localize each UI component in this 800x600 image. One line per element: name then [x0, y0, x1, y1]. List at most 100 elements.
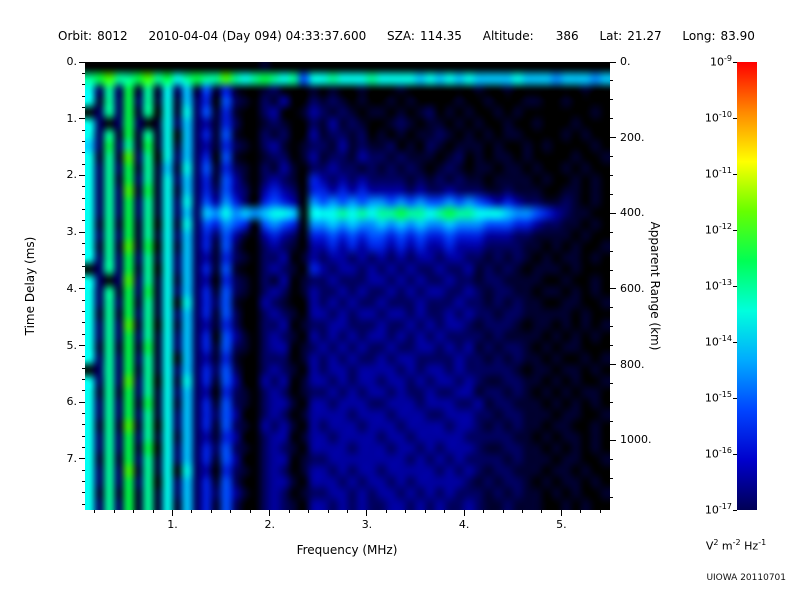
orbit-label: Orbit: [58, 29, 93, 43]
sza-field: SZA: 114.35 [387, 29, 462, 43]
y-axis-tick [79, 231, 85, 233]
x-axis-tick-label: 5. [556, 518, 567, 531]
y-axis-tick-label: 1. [66, 111, 78, 125]
y-axis-minor-tick [82, 390, 85, 392]
x-axis-minor-tick [113, 510, 115, 513]
y-axis-tick-label: 7. [66, 451, 78, 465]
colorbar-tick-label: 10-9 [710, 54, 732, 69]
right-axis-tick [610, 212, 616, 214]
y-axis-minor-tick [82, 140, 85, 142]
x-axis-tick-label: 4. [458, 518, 470, 531]
y-axis-tick [79, 401, 85, 403]
y-axis-minor-tick [82, 129, 85, 131]
x-axis-tick [366, 510, 368, 516]
colorbar-tick-label: 10-15 [704, 390, 732, 405]
colorbar-tick-label: 10-11 [704, 166, 732, 181]
colorbar-tick [733, 61, 737, 63]
y-axis-minor-tick [82, 469, 85, 471]
right-axis-minor-tick [610, 118, 613, 120]
x-axis-minor-tick [424, 510, 426, 513]
colorbar-tick [733, 173, 737, 175]
long-field: Long: 83.90 [682, 29, 754, 43]
right-axis-minor-tick [610, 496, 613, 498]
y-axis-minor-tick [82, 72, 85, 74]
right-axis-minor-tick [610, 420, 613, 422]
y-axis-minor-tick [82, 242, 85, 244]
x-axis-minor-tick [522, 510, 523, 513]
x-axis-tick-label: 2. [264, 518, 275, 531]
x-axis-minor-tick [580, 510, 582, 513]
right-axis-tick [610, 364, 616, 366]
y-axis-minor-tick [82, 311, 85, 313]
orbit-value: 8012 [97, 29, 128, 43]
x-axis-minor-tick [94, 510, 96, 513]
colorbar-tick-label: 10-10 [704, 110, 732, 125]
x-axis-tick [463, 510, 465, 516]
colorbar-tick-label: 10-17 [704, 502, 732, 517]
x-axis-minor-tick [599, 510, 601, 513]
altitude-field: Altitude: 386 [483, 29, 579, 43]
orbit-field: Orbit: 8012 [58, 29, 128, 43]
header-info: Orbit: 8012 2010-04-04 (Day 094) 04:33:37… [58, 29, 772, 43]
y-axis-minor-tick [82, 208, 85, 210]
y-axis-minor-tick [82, 152, 85, 154]
x-axis-minor-tick [541, 510, 543, 513]
y-axis-minor-tick [82, 503, 85, 505]
x-axis-minor-tick [191, 510, 193, 513]
y-axis-tick [79, 345, 85, 347]
lat-field: Lat: 21.27 [599, 29, 661, 43]
long-value: 83.90 [720, 29, 755, 43]
right-axis-tick-label: 0. [620, 55, 631, 68]
y-axis-minor-tick [82, 254, 85, 256]
right-axis-minor-tick [610, 99, 613, 101]
y-axis-minor-tick [82, 197, 85, 199]
y-axis-minor-tick [82, 379, 85, 381]
y-axis-tick [79, 288, 85, 290]
y-axis-minor-tick [82, 413, 85, 415]
y-axis-tick [79, 118, 85, 120]
x-axis-minor-tick [385, 510, 387, 513]
y-axis-minor-tick [82, 276, 85, 278]
right-axis-tick-label: 200. [620, 130, 645, 144]
y-axis-tick [79, 174, 85, 176]
right-axis-minor-tick [610, 326, 613, 328]
y-axis-minor-tick [82, 106, 85, 108]
lat-label: Lat: [599, 29, 623, 43]
colorbar-tick-label: 10-13 [704, 278, 732, 293]
y-axis-minor-tick [82, 356, 85, 358]
right-axis-tick-label: 400. [620, 206, 645, 220]
spectrogram-canvas [85, 62, 610, 510]
right-axis-minor-tick [610, 193, 613, 195]
right-axis-minor-tick [610, 477, 613, 479]
colorbar-tick [733, 285, 737, 287]
right-axis-tick [610, 137, 616, 139]
x-axis-minor-tick [327, 510, 329, 513]
y-axis-tick-label: 6. [66, 395, 78, 409]
y-axis-minor-tick [82, 299, 85, 301]
y-axis-tick-label: 0. [66, 55, 78, 68]
right-axis-tick [610, 439, 616, 441]
y-axis-minor-tick [82, 163, 85, 165]
y-axis-minor-tick [82, 424, 85, 426]
y-axis-tick-label: 4. [66, 281, 78, 295]
y-axis-minor-tick [82, 186, 85, 188]
right-axis-tick-label: 800. [620, 357, 645, 371]
colorbar-tick [733, 341, 737, 343]
right-axis-minor-tick [610, 458, 613, 460]
x-axis-minor-tick [230, 510, 232, 513]
x-axis-minor-tick [405, 510, 407, 513]
x-axis-minor-tick [444, 510, 446, 513]
y-axis-tick [79, 61, 85, 63]
colorbar [737, 62, 757, 510]
x-axis-minor-tick [308, 510, 310, 513]
x-axis-tick [560, 510, 562, 516]
x-axis-minor-tick [288, 510, 290, 513]
colorbar-tick [733, 117, 737, 119]
x-axis-minor-tick [152, 510, 154, 513]
right-axis-minor-tick [610, 174, 613, 176]
y-axis-tick-label: 5. [66, 338, 78, 352]
right-axis-minor-tick [610, 250, 613, 252]
y-axis-tick-label: 3. [66, 225, 78, 239]
altitude-label: Altitude: [482, 29, 534, 43]
